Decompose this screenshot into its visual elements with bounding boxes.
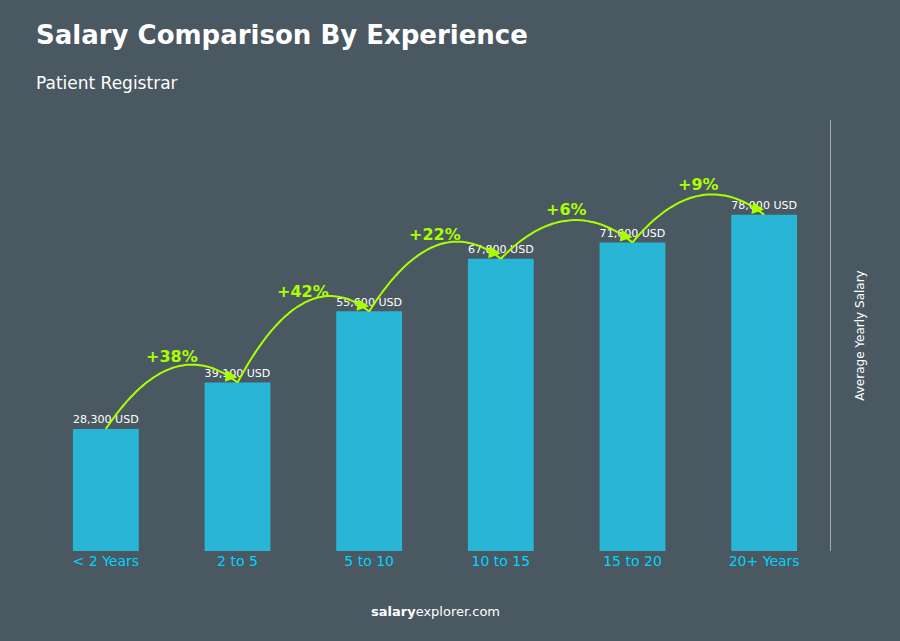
svg-text:+42%: +42% — [277, 282, 329, 301]
svg-text:Average Yearly Salary: Average Yearly Salary — [853, 270, 867, 400]
svg-text:55,600 USD: 55,600 USD — [336, 296, 402, 309]
svg-text:15 to 20: 15 to 20 — [603, 553, 662, 569]
svg-text:10 to 15: 10 to 15 — [472, 553, 531, 569]
svg-text:+9%: +9% — [678, 175, 719, 194]
svg-text:20+ Years: 20+ Years — [729, 553, 800, 569]
svg-text:+6%: +6% — [546, 200, 587, 219]
svg-text:67,800 USD: 67,800 USD — [468, 243, 534, 256]
svg-text:71,600 USD: 71,600 USD — [600, 227, 666, 240]
svg-text:+38%: +38% — [146, 347, 198, 366]
svg-text:5 to 10: 5 to 10 — [344, 553, 394, 569]
svg-text:28,300 USD: 28,300 USD — [73, 413, 139, 426]
svg-text:78,000 USD: 78,000 USD — [731, 199, 797, 212]
svg-text:Patient Registrar: Patient Registrar — [36, 73, 178, 93]
svg-text:2 to 5: 2 to 5 — [217, 553, 258, 569]
svg-text:+22%: +22% — [409, 225, 461, 244]
svg-text:Salary Comparison By Experienc: Salary Comparison By Experience — [36, 20, 528, 50]
svg-text:salaryexplorer.com: salaryexplorer.com — [371, 604, 500, 619]
svg-text:< 2 Years: < 2 Years — [73, 553, 139, 569]
svg-text:39,100 USD: 39,100 USD — [205, 367, 271, 380]
